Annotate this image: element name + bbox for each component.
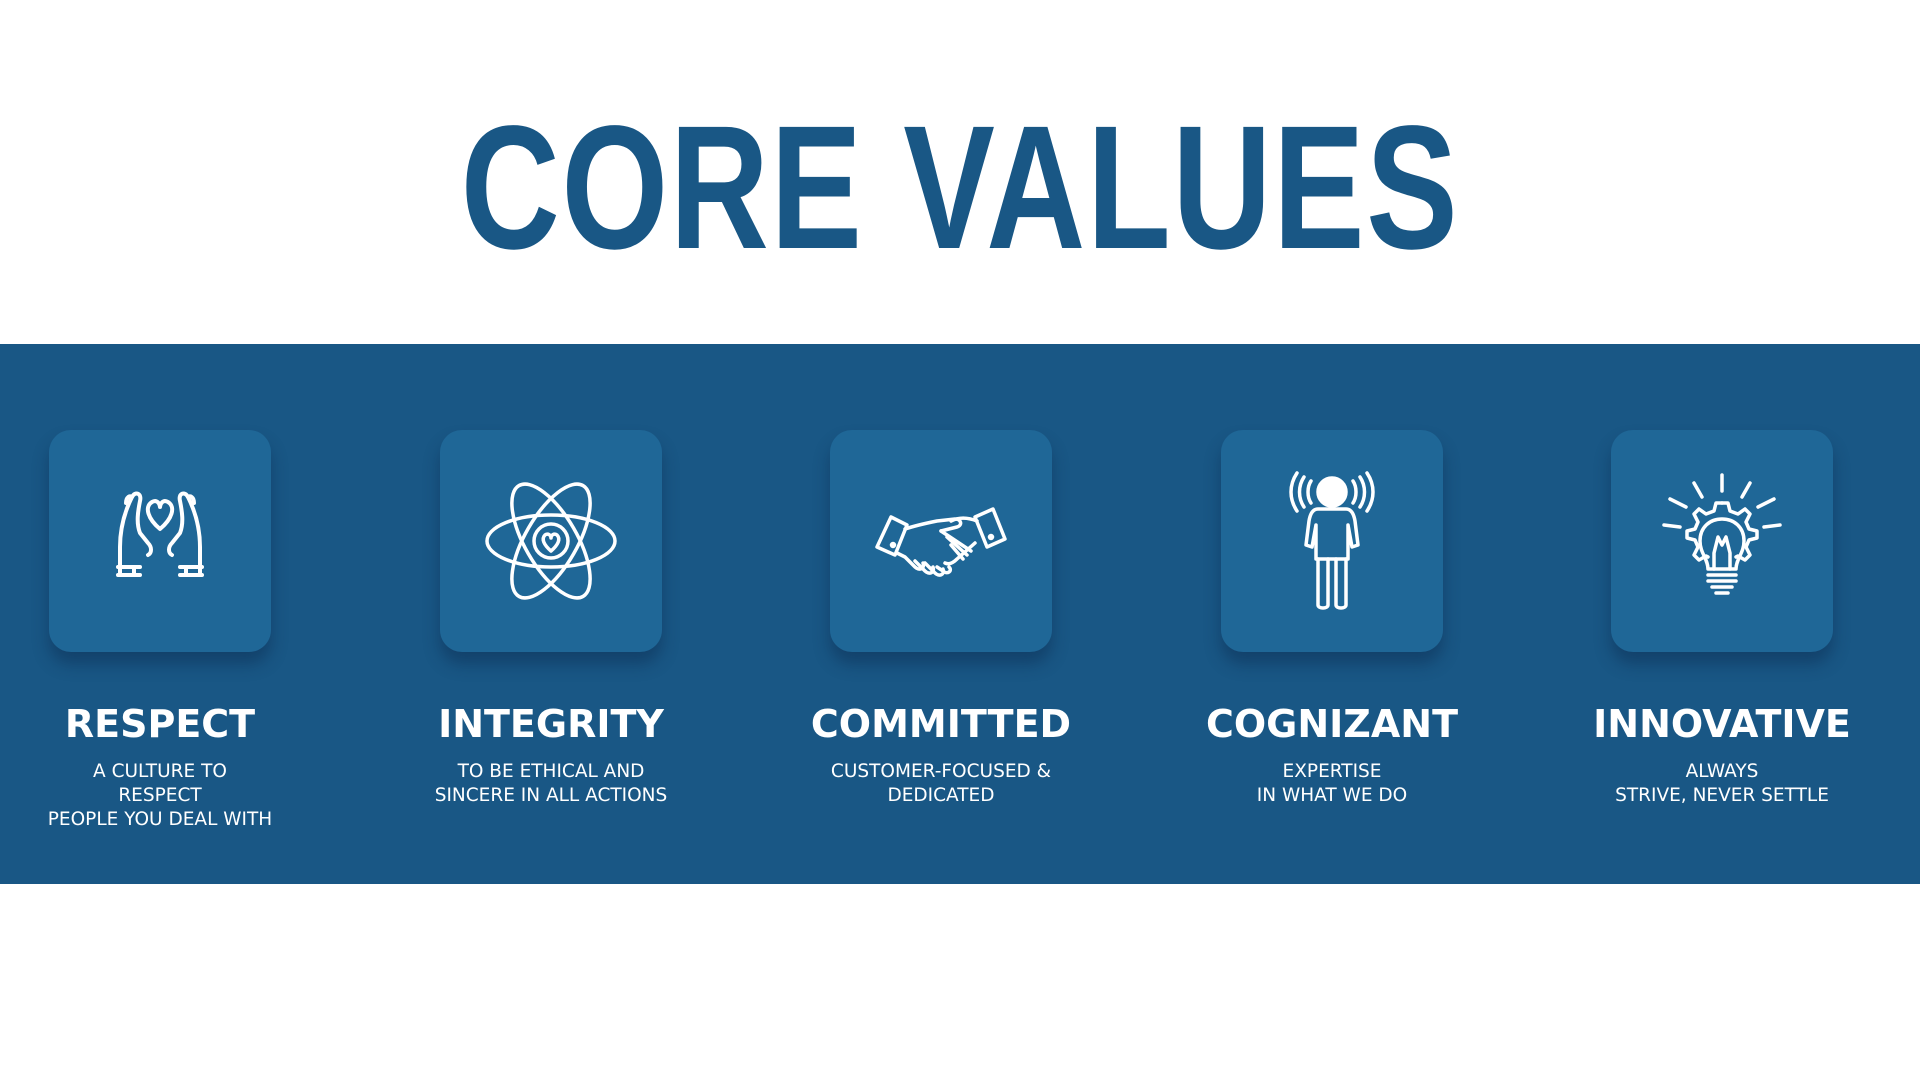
lightbulb-gear-icon xyxy=(1662,473,1782,595)
description-line: ALWAYS xyxy=(1685,761,1759,782)
value-card-innovative: INNOVATIVE ALWAYS STRIVE, NEVER SETTLE xyxy=(1572,344,1872,884)
icon-tile xyxy=(1611,430,1833,652)
description-line: DEDICATED xyxy=(887,785,995,806)
value-description: CUSTOMER-FOCUSED & DEDICATED xyxy=(791,760,1091,808)
description-line: CUSTOMER-FOCUSED & xyxy=(830,761,1052,782)
person-signal-icon xyxy=(1289,471,1375,610)
description-line: RESPECT xyxy=(118,785,202,806)
value-card-respect: RESPECT A CULTURE TO RESPECT PEOPLE YOU … xyxy=(10,344,310,884)
page-title: CORE VALUES xyxy=(460,90,1460,286)
value-description: ALWAYS STRIVE, NEVER SETTLE xyxy=(1572,760,1872,808)
description-line: EXPERTISE xyxy=(1282,761,1382,782)
description-line: A CULTURE TO xyxy=(93,761,227,782)
description-line: IN WHAT WE DO xyxy=(1256,785,1408,806)
value-title: INTEGRITY xyxy=(438,702,664,746)
icon-tile xyxy=(49,430,271,652)
handshake-icon xyxy=(875,507,1007,577)
values-band: RESPECT A CULTURE TO RESPECT PEOPLE YOU … xyxy=(0,344,1920,884)
value-card-committed: COMMITTED CUSTOMER-FOCUSED & DEDICATED xyxy=(791,344,1091,884)
icon-tile xyxy=(830,430,1052,652)
value-card-cognizant: COGNIZANT EXPERTISE IN WHAT WE DO xyxy=(1182,344,1482,884)
description-line: SINCERE IN ALL ACTIONS xyxy=(434,785,668,806)
description-line: PEOPLE YOU DEAL WITH xyxy=(47,809,273,830)
value-card-integrity: INTEGRITY TO BE ETHICAL AND SINCERE IN A… xyxy=(401,344,701,884)
value-title: COGNIZANT xyxy=(1205,702,1458,746)
icon-tile xyxy=(440,430,662,652)
value-description: TO BE ETHICAL AND SINCERE IN ALL ACTIONS xyxy=(401,760,701,808)
atom-heart-icon xyxy=(485,482,617,600)
description-line: STRIVE, NEVER SETTLE xyxy=(1615,785,1829,806)
hands-heart-icon xyxy=(116,491,204,577)
value-description: EXPERTISE IN WHAT WE DO xyxy=(1182,760,1482,808)
icon-tile xyxy=(1221,430,1443,652)
value-title: RESPECT xyxy=(64,702,256,746)
value-title: INNOVATIVE xyxy=(1593,702,1851,746)
value-description: A CULTURE TO RESPECT PEOPLE YOU DEAL WIT… xyxy=(10,760,310,832)
description-line: TO BE ETHICAL AND xyxy=(457,761,645,782)
value-title: COMMITTED xyxy=(810,702,1072,746)
